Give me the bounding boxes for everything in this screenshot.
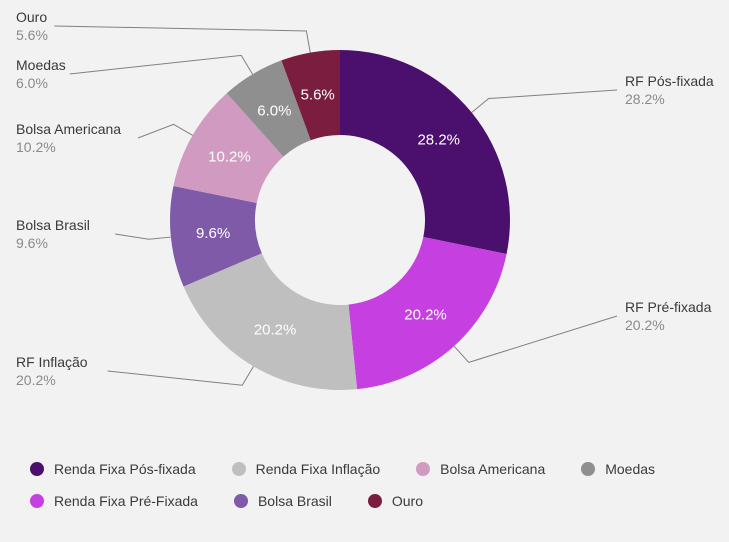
legend-label: Bolsa Americana xyxy=(440,461,545,477)
legend-label: Bolsa Brasil xyxy=(258,493,332,509)
legend-label: Renda Fixa Inflação xyxy=(256,461,381,477)
slice-pct-label: 20.2% xyxy=(404,307,447,324)
callout-title: Moedas xyxy=(16,57,66,73)
legend-swatch xyxy=(416,462,430,476)
legend-label: Ouro xyxy=(392,493,423,509)
slice-pct-label: 20.2% xyxy=(254,322,297,339)
legend-item: Moedas xyxy=(581,461,655,477)
donut-chart: 28.2% 20.2% 20.2% 9.6% 10.2% 6.0% 5.6% RF Pós-f… xyxy=(0,0,729,440)
callout-pct: 10.2% xyxy=(16,139,56,155)
leader-line xyxy=(454,316,617,362)
legend-swatch xyxy=(368,494,382,508)
legend-label: Moedas xyxy=(605,461,655,477)
leader-line xyxy=(138,124,193,138)
legend-swatch xyxy=(234,494,248,508)
legend-item: Renda Fixa Pré-Fixada xyxy=(30,493,198,509)
callout-pct: 20.2% xyxy=(625,317,665,333)
leader-line xyxy=(70,55,253,74)
legend-item: Renda Fixa Pós-fixada xyxy=(30,461,196,477)
leader-line xyxy=(115,234,171,239)
legend-item: Ouro xyxy=(368,493,423,509)
donut-svg: 28.2% 20.2% 20.2% 9.6% 10.2% 6.0% 5.6% RF Pós-f… xyxy=(0,0,729,440)
callout-pct: 6.0% xyxy=(16,75,48,91)
callout-pct: 20.2% xyxy=(16,372,56,388)
leader-line xyxy=(108,366,254,385)
callout-title: Bolsa Brasil xyxy=(16,217,90,233)
leader-line xyxy=(54,26,310,53)
callout-pct: 28.2% xyxy=(625,91,665,107)
slice-pct-label: 28.2% xyxy=(417,131,460,148)
leader-line xyxy=(472,90,617,112)
callout-title: RF Pós-fixada xyxy=(625,73,714,89)
legend: Renda Fixa Pós-fixada Renda Fixa Inflação… xyxy=(0,455,729,509)
callout-title: RF Pré-fixada xyxy=(625,299,712,315)
legend-swatch xyxy=(581,462,595,476)
callout-title: RF Inflação xyxy=(16,354,88,370)
slice xyxy=(340,50,510,254)
legend-item: Renda Fixa Inflação xyxy=(232,461,381,477)
slice-pct-label: 6.0% xyxy=(257,103,291,120)
callout-pct: 9.6% xyxy=(16,235,48,251)
legend-label: Renda Fixa Pós-fixada xyxy=(54,461,196,477)
legend-swatch xyxy=(30,462,44,476)
legend-item: Bolsa Brasil xyxy=(234,493,332,509)
legend-swatch xyxy=(30,494,44,508)
callout-title: Bolsa Americana xyxy=(16,121,121,137)
slice-pct-label: 5.6% xyxy=(301,86,335,103)
callout-title: Ouro xyxy=(16,9,47,25)
legend-item: Bolsa Americana xyxy=(416,461,545,477)
callout-pct: 5.6% xyxy=(16,27,48,43)
slice-pct-label: 10.2% xyxy=(208,148,251,165)
legend-label: Renda Fixa Pré-Fixada xyxy=(54,493,198,509)
legend-swatch xyxy=(232,462,246,476)
slice-pct-label: 9.6% xyxy=(196,225,230,242)
